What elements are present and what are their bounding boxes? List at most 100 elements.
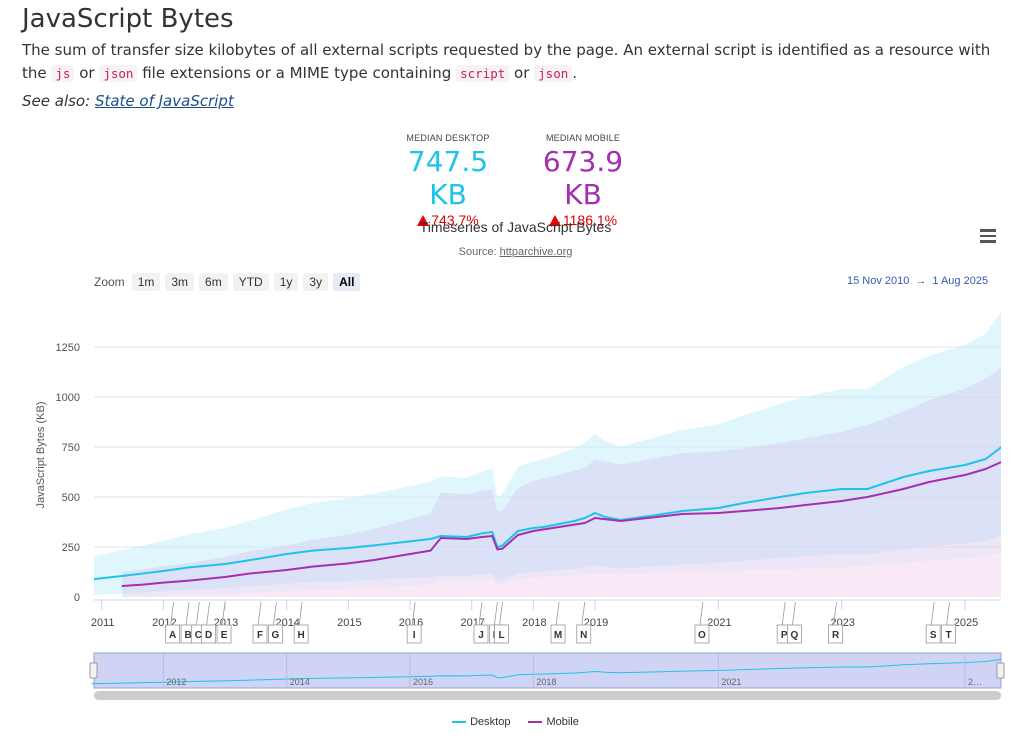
flag-box (293, 624, 309, 644)
see-also: See also: State of JavaScript (22, 92, 234, 110)
zoom-1m-button[interactable]: 1m (131, 273, 161, 291)
mobile-data-point (517, 534, 519, 536)
flag-box (550, 624, 566, 644)
x-tick-label: 2018 (522, 617, 546, 629)
mobile-data-point (224, 576, 226, 578)
zoom-3m-button[interactable]: 3m (165, 273, 195, 291)
desc-text: file extensions or a MIME type containin… (137, 64, 457, 82)
mobile-data-point (681, 513, 684, 515)
desktop-data-point (517, 530, 519, 532)
zoom-6m-button[interactable]: 6m (199, 273, 228, 291)
desktop-data-point (594, 512, 596, 514)
zoom-3y-button[interactable]: 3y (303, 273, 329, 291)
flag-label: G (272, 630, 280, 641)
flag-label: I (413, 630, 416, 641)
mobile-data-point (804, 504, 807, 506)
flag-stem (195, 601, 200, 626)
navigator-right-handle[interactable] (996, 662, 1005, 679)
desc-text: The sum of transfer size kilobytes of al… (22, 41, 991, 82)
desktop-data-point (162, 570, 165, 572)
mobile-data-point (594, 517, 596, 519)
navigator-series (91, 658, 1002, 685)
legend-item-mobile[interactable]: Mobile (528, 716, 579, 728)
range-bands (94, 312, 1001, 597)
mobile-data-point (866, 496, 869, 498)
navigator-left-handle[interactable] (89, 662, 98, 679)
range-to[interactable]: 1 Aug 2025 (932, 275, 989, 287)
mobile-data-point (583, 522, 586, 524)
mobile-data-point (162, 581, 165, 584)
mobile-data-point (717, 512, 720, 514)
navigator-tick-label: 2016 (413, 677, 433, 687)
flag-label: P (781, 630, 788, 641)
mobile-data-point (496, 548, 499, 551)
desktop-data-point (481, 532, 483, 535)
zoom-all-button[interactable]: All (333, 273, 361, 291)
flag-stem (478, 601, 483, 626)
flag-stem (170, 601, 175, 626)
navigator-tick-label: 2021 (721, 677, 741, 687)
annotation-flags: ABCDEFGHIJKLMNOPQRST (165, 601, 957, 644)
median-mobile-metric: MEDIAN MOBILE 673.9 KB 1186.1% (528, 133, 638, 228)
mobile-data-point (409, 553, 411, 555)
chart-menu-button[interactable] (980, 229, 996, 246)
zoom-ytd-button[interactable]: YTD (232, 273, 269, 291)
flag-stem (946, 601, 951, 626)
mobile-data-point (501, 547, 504, 550)
navigator-scrollbar[interactable] (94, 691, 1001, 700)
desktop-data-point (224, 563, 226, 565)
navigator[interactable]: 2012 2014 2016 2018 2021 2… (89, 652, 1005, 700)
desktop-data-point (655, 514, 658, 516)
code-js: js (51, 65, 75, 82)
metric-label: MEDIAN DESKTOP (406, 133, 490, 143)
desktop-data-point (743, 502, 745, 504)
mobile-swatch (528, 721, 543, 723)
flag-stem (792, 601, 796, 626)
flag-label: A (169, 630, 176, 641)
y-tick-label: 500 (62, 492, 80, 504)
flag-label: L (498, 630, 504, 641)
desktop-data-point (532, 527, 535, 529)
desktop-data-point (804, 492, 807, 494)
flag-stem (298, 601, 303, 626)
mobile-data-point (532, 530, 535, 532)
flag-stem (833, 601, 837, 626)
mobile-data-point (655, 516, 658, 518)
navigator-mask[interactable] (93, 652, 1002, 689)
desktop-data-point (984, 458, 987, 460)
state-of-javascript-link[interactable]: State of JavaScript (94, 92, 234, 110)
mobile-data-point (121, 585, 124, 587)
desktop-data-point (573, 520, 576, 522)
flag-label: N (580, 630, 587, 641)
metric-change: 743.7% (393, 212, 503, 228)
legend-label: Desktop (470, 716, 511, 728)
x-tick-label: 2011 (91, 617, 115, 629)
desc-text: or (509, 64, 535, 82)
mobile-data-point (984, 468, 987, 470)
zoom-1y-button[interactable]: 1y (273, 273, 299, 291)
desktop-data-point (126, 574, 129, 577)
flag-box (925, 624, 941, 644)
desktop-data-point (681, 510, 684, 512)
flag-box (216, 624, 232, 644)
flag-box (165, 624, 181, 644)
flag-box (941, 624, 957, 644)
mobile-data-point (465, 538, 468, 540)
y-tick-label: 250 (62, 542, 80, 554)
desktop-data-point (373, 544, 375, 547)
desktop-data-point (501, 544, 504, 547)
flag-label: E (221, 630, 228, 641)
up-triangle-icon (417, 215, 430, 226)
desktop-data-point (583, 517, 586, 519)
flag-box (494, 624, 509, 644)
y-tick-label: 750 (62, 442, 80, 454)
source-link[interactable]: httparchive.org (499, 246, 573, 258)
x-tick-label: 2015 (337, 617, 361, 629)
legend-item-desktop[interactable]: Desktop (452, 716, 510, 728)
mobile-data-point (141, 583, 144, 586)
range-from[interactable]: 15 Nov 2010 (847, 275, 910, 287)
y-tick-label: 1250 (56, 342, 80, 354)
metric-change: 1186.1% (528, 212, 638, 228)
metric-value: 673.9 KB (542, 145, 624, 211)
flag-box (252, 624, 268, 644)
